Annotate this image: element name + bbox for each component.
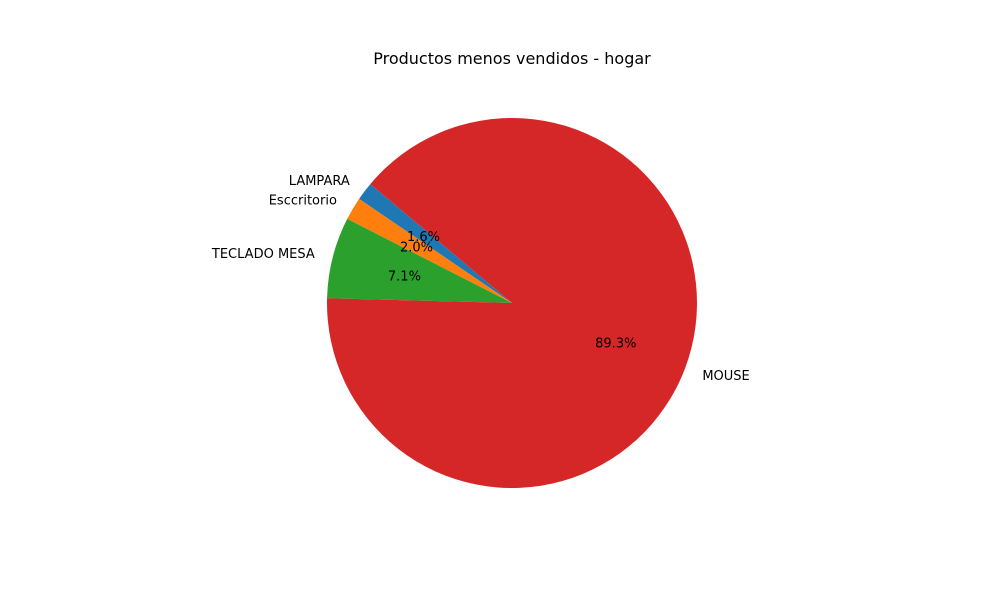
pie-slice-esccritorio bbox=[347, 198, 512, 303]
slice-percent-mouse: 89.3% bbox=[595, 336, 636, 351]
slice-label-esccritorio: Esccritorio bbox=[269, 193, 337, 208]
slice-label-teclado-mesa: TECLADO MESA bbox=[211, 247, 315, 262]
slice-percent-lampara: 1.6% bbox=[407, 230, 440, 245]
pie-labels: LAMPARA 1.6% Esccritorio 2.0% TECLADO MESA 7.… bbox=[211, 174, 750, 384]
pie-slices bbox=[327, 117, 697, 488]
pie-slice-teclado-mesa bbox=[327, 218, 512, 303]
slice-percent-esccritorio: 2.0% bbox=[400, 240, 433, 255]
slice-percent-teclado-mesa: 7.1% bbox=[388, 270, 421, 285]
slice-label-lampara: LAMPARA bbox=[289, 174, 350, 189]
pie-slice-mouse bbox=[327, 117, 697, 488]
pie-slice-lampara bbox=[359, 184, 512, 303]
chart-title: Productos menos vendidos - hogar bbox=[373, 49, 651, 68]
slice-label-mouse: MOUSE bbox=[702, 369, 749, 384]
